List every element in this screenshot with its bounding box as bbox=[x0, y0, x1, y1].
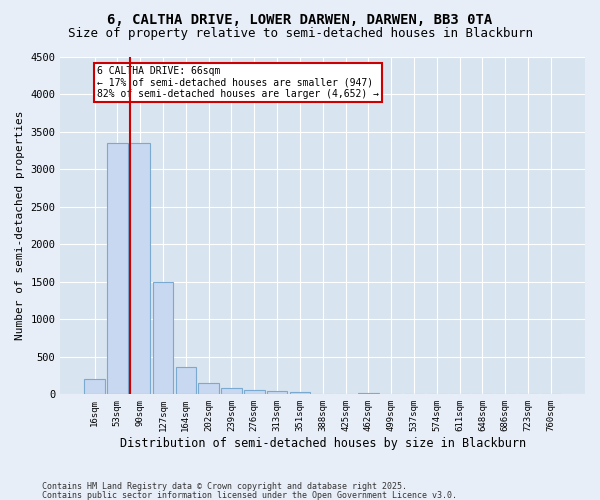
Bar bbox=[199, 383, 219, 394]
Text: 6 CALTHA DRIVE: 66sqm
← 17% of semi-detached houses are smaller (947)
82% of sem: 6 CALTHA DRIVE: 66sqm ← 17% of semi-deta… bbox=[97, 66, 379, 98]
Bar bbox=[221, 388, 242, 394]
Bar bbox=[153, 282, 173, 395]
Bar bbox=[244, 390, 265, 394]
Bar bbox=[176, 368, 196, 394]
Bar bbox=[107, 143, 128, 395]
Bar bbox=[84, 380, 105, 394]
Bar bbox=[290, 392, 310, 394]
Bar bbox=[267, 392, 287, 394]
Bar bbox=[358, 393, 379, 394]
Text: Size of property relative to semi-detached houses in Blackburn: Size of property relative to semi-detach… bbox=[67, 28, 533, 40]
Y-axis label: Number of semi-detached properties: Number of semi-detached properties bbox=[15, 110, 25, 340]
X-axis label: Distribution of semi-detached houses by size in Blackburn: Distribution of semi-detached houses by … bbox=[119, 437, 526, 450]
Text: 6, CALTHA DRIVE, LOWER DARWEN, DARWEN, BB3 0TA: 6, CALTHA DRIVE, LOWER DARWEN, DARWEN, B… bbox=[107, 12, 493, 26]
Text: Contains public sector information licensed under the Open Government Licence v3: Contains public sector information licen… bbox=[42, 490, 457, 500]
Bar bbox=[130, 143, 151, 395]
Text: Contains HM Land Registry data © Crown copyright and database right 2025.: Contains HM Land Registry data © Crown c… bbox=[42, 482, 407, 491]
